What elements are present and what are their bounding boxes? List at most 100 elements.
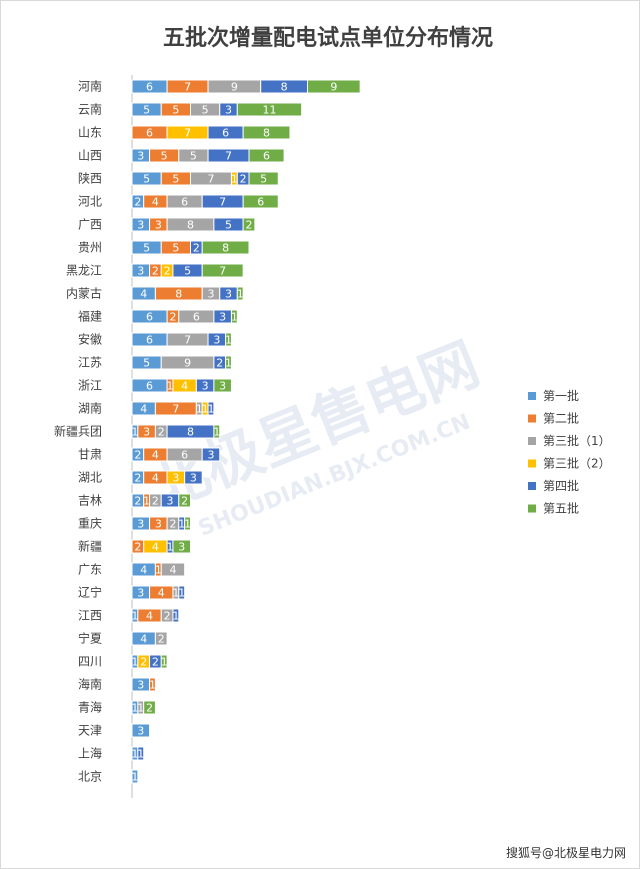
data-label: 7 <box>219 196 226 209</box>
data-label: 9 <box>184 357 191 370</box>
data-label: 8 <box>263 127 270 140</box>
data-label: 1 <box>137 702 144 715</box>
data-label: 2 <box>216 357 223 370</box>
data-label: 5 <box>184 265 191 278</box>
data-label: 6 <box>222 127 229 140</box>
data-label: 2 <box>158 426 165 439</box>
bar-segment <box>160 562 186 577</box>
category-label: 新疆兵团 <box>54 424 102 439</box>
data-label: 1 <box>155 564 162 577</box>
data-label: 1 <box>178 518 185 531</box>
legend-swatch <box>528 414 536 423</box>
data-label: 5 <box>172 242 179 255</box>
legend-label: 第二批 <box>543 411 579 426</box>
data-label: 1 <box>184 518 191 531</box>
category-label: 天津 <box>78 724 102 738</box>
data-label: 6 <box>146 127 153 140</box>
bar-segment <box>236 102 303 117</box>
bar-segment <box>213 424 221 439</box>
data-label: 3 <box>190 472 197 485</box>
data-label: 6 <box>146 311 153 324</box>
data-label: 8 <box>175 288 182 301</box>
data-label: 2 <box>134 196 141 209</box>
category-label: 云南 <box>78 102 102 117</box>
data-label: 3 <box>219 380 226 393</box>
category-label: 黑龙江 <box>66 264 102 278</box>
category-label: 陕西 <box>78 171 102 186</box>
bar-segment <box>178 585 186 600</box>
category-label: 吉林 <box>78 494 102 508</box>
bar-segment <box>225 355 232 370</box>
data-label: 3 <box>167 495 174 508</box>
data-label: 7 <box>172 403 179 416</box>
data-label: 1 <box>131 426 138 439</box>
data-label: 3 <box>137 725 144 738</box>
bar-segment <box>207 401 215 416</box>
data-label: 3 <box>213 334 220 347</box>
data-label: 3 <box>137 265 144 278</box>
data-label: 1 <box>143 495 150 508</box>
bar-segment <box>143 700 156 715</box>
category-label: 湖北 <box>78 470 102 485</box>
data-label: 4 <box>146 610 153 623</box>
data-label: 8 <box>222 242 229 255</box>
bar-segment <box>242 217 256 232</box>
bar-segment <box>213 378 232 393</box>
legend-swatch <box>528 482 536 490</box>
data-label: 2 <box>140 656 147 669</box>
category-label: 四川 <box>78 655 102 669</box>
category-label: 上海 <box>78 746 102 761</box>
data-label: 1 <box>225 357 232 370</box>
data-label: 6 <box>181 196 188 209</box>
data-label: 1 <box>178 587 185 600</box>
data-label: 3 <box>219 311 226 324</box>
data-label: 4 <box>158 587 165 600</box>
legend-label: 第四批 <box>543 478 579 493</box>
data-label: 7 <box>225 150 232 163</box>
data-label: 6 <box>181 449 188 462</box>
category-label: 安徽 <box>78 332 102 347</box>
data-label: 5 <box>172 104 179 117</box>
data-label: 1 <box>231 311 238 324</box>
bar-segment <box>137 746 145 761</box>
category-label: 山西 <box>78 149 102 163</box>
data-label: 5 <box>190 150 197 163</box>
data-label: 4 <box>169 564 176 577</box>
legend-label: 第三批（2） <box>543 456 611 471</box>
bar-segment <box>225 332 232 347</box>
bar-segment <box>160 654 168 669</box>
data-label: 3 <box>137 679 144 692</box>
data-label: 1 <box>207 403 214 416</box>
data-label: 1 <box>231 173 238 186</box>
data-label: 2 <box>158 633 165 646</box>
data-label: 3 <box>207 449 214 462</box>
data-label: 4 <box>140 633 147 646</box>
data-label: 8 <box>281 81 288 94</box>
data-label: 1 <box>237 288 244 301</box>
data-label: 3 <box>178 541 185 554</box>
data-label: 7 <box>207 173 214 186</box>
category-label: 江苏 <box>78 356 102 370</box>
data-label: 3 <box>155 219 162 232</box>
category-label: 甘肃 <box>78 448 102 462</box>
data-label: 2 <box>152 265 159 278</box>
data-label: 3 <box>225 288 232 301</box>
data-label: 1 <box>167 541 174 554</box>
data-label: 6 <box>146 380 153 393</box>
legend-swatch <box>528 504 536 513</box>
data-label: 2 <box>134 472 141 485</box>
bar-segment <box>131 769 139 784</box>
data-label: 3 <box>143 426 150 439</box>
legend-swatch <box>528 459 536 468</box>
data-label: 4 <box>181 380 188 393</box>
data-label: 2 <box>164 610 171 623</box>
category-label: 河南 <box>78 79 102 94</box>
legend-swatch <box>528 437 536 445</box>
bar-segment <box>154 631 168 646</box>
data-label: 2 <box>181 495 188 508</box>
data-label: 1 <box>161 656 168 669</box>
data-label: 1 <box>131 771 138 784</box>
bar-segment <box>184 516 191 531</box>
data-label: 2 <box>152 656 159 669</box>
